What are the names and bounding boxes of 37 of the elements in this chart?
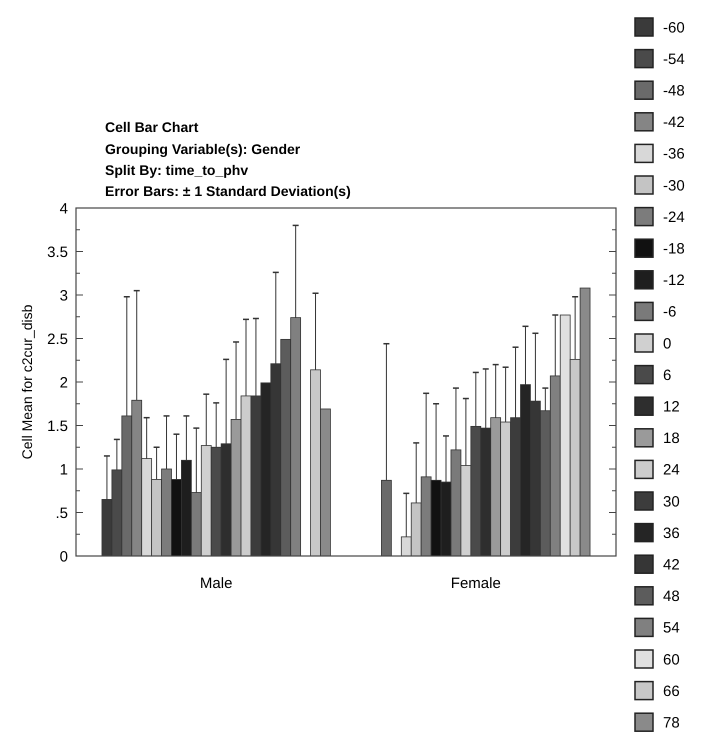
chart-subtitle: Grouping Variable(s): Gender Split By: time_to_phv Error Bars: ± 1 Standard Deviation(s) [105, 141, 351, 199]
y-tick-label: .5 [55, 504, 68, 522]
legend-label: 36 [663, 524, 680, 542]
legend-label: -12 [663, 272, 685, 290]
legend-label: -42 [663, 114, 685, 132]
x-tick-label: Male [200, 575, 232, 592]
legend-label: -54 [663, 50, 685, 68]
legend-label: 48 [663, 588, 680, 606]
legend-label: -60 [663, 19, 685, 36]
legend-label: -30 [663, 177, 685, 194]
legend-label: 18 [663, 430, 680, 448]
x-tick-label: Female [450, 575, 501, 592]
y-tick-label: 2.5 [47, 330, 68, 348]
chart-title: Cell Bar Chart [105, 119, 199, 135]
legend-label: -24 [663, 208, 685, 226]
y-tick-label: 0 [60, 548, 68, 566]
legend-label: 54 [663, 620, 680, 637]
legend-label: -48 [663, 82, 685, 100]
legend-label: 24 [663, 462, 680, 479]
y-tick-label: 2 [60, 374, 68, 392]
legend-label: 6 [663, 366, 672, 384]
legend-label: 0 [663, 335, 672, 352]
y-tick-label: 3.5 [47, 244, 68, 261]
legend-label: 42 [663, 556, 680, 574]
legend-label: -18 [663, 240, 685, 258]
legend-label: -36 [663, 146, 685, 163]
y-tick-label: 1 [60, 461, 68, 478]
legend-label: 12 [663, 398, 680, 416]
y-tick-label: 4 [60, 200, 68, 218]
y-tick-label: 1.5 [47, 418, 68, 435]
legend-label: -6 [663, 304, 676, 321]
legend-label: 78 [663, 714, 680, 732]
legend-label: 66 [663, 682, 680, 700]
legend-label: 60 [663, 651, 680, 668]
y-tick-label: 3 [60, 287, 68, 304]
legend-label: 30 [663, 493, 680, 510]
y-axis-title: Cell Mean for c2cur_disb [19, 304, 35, 460]
